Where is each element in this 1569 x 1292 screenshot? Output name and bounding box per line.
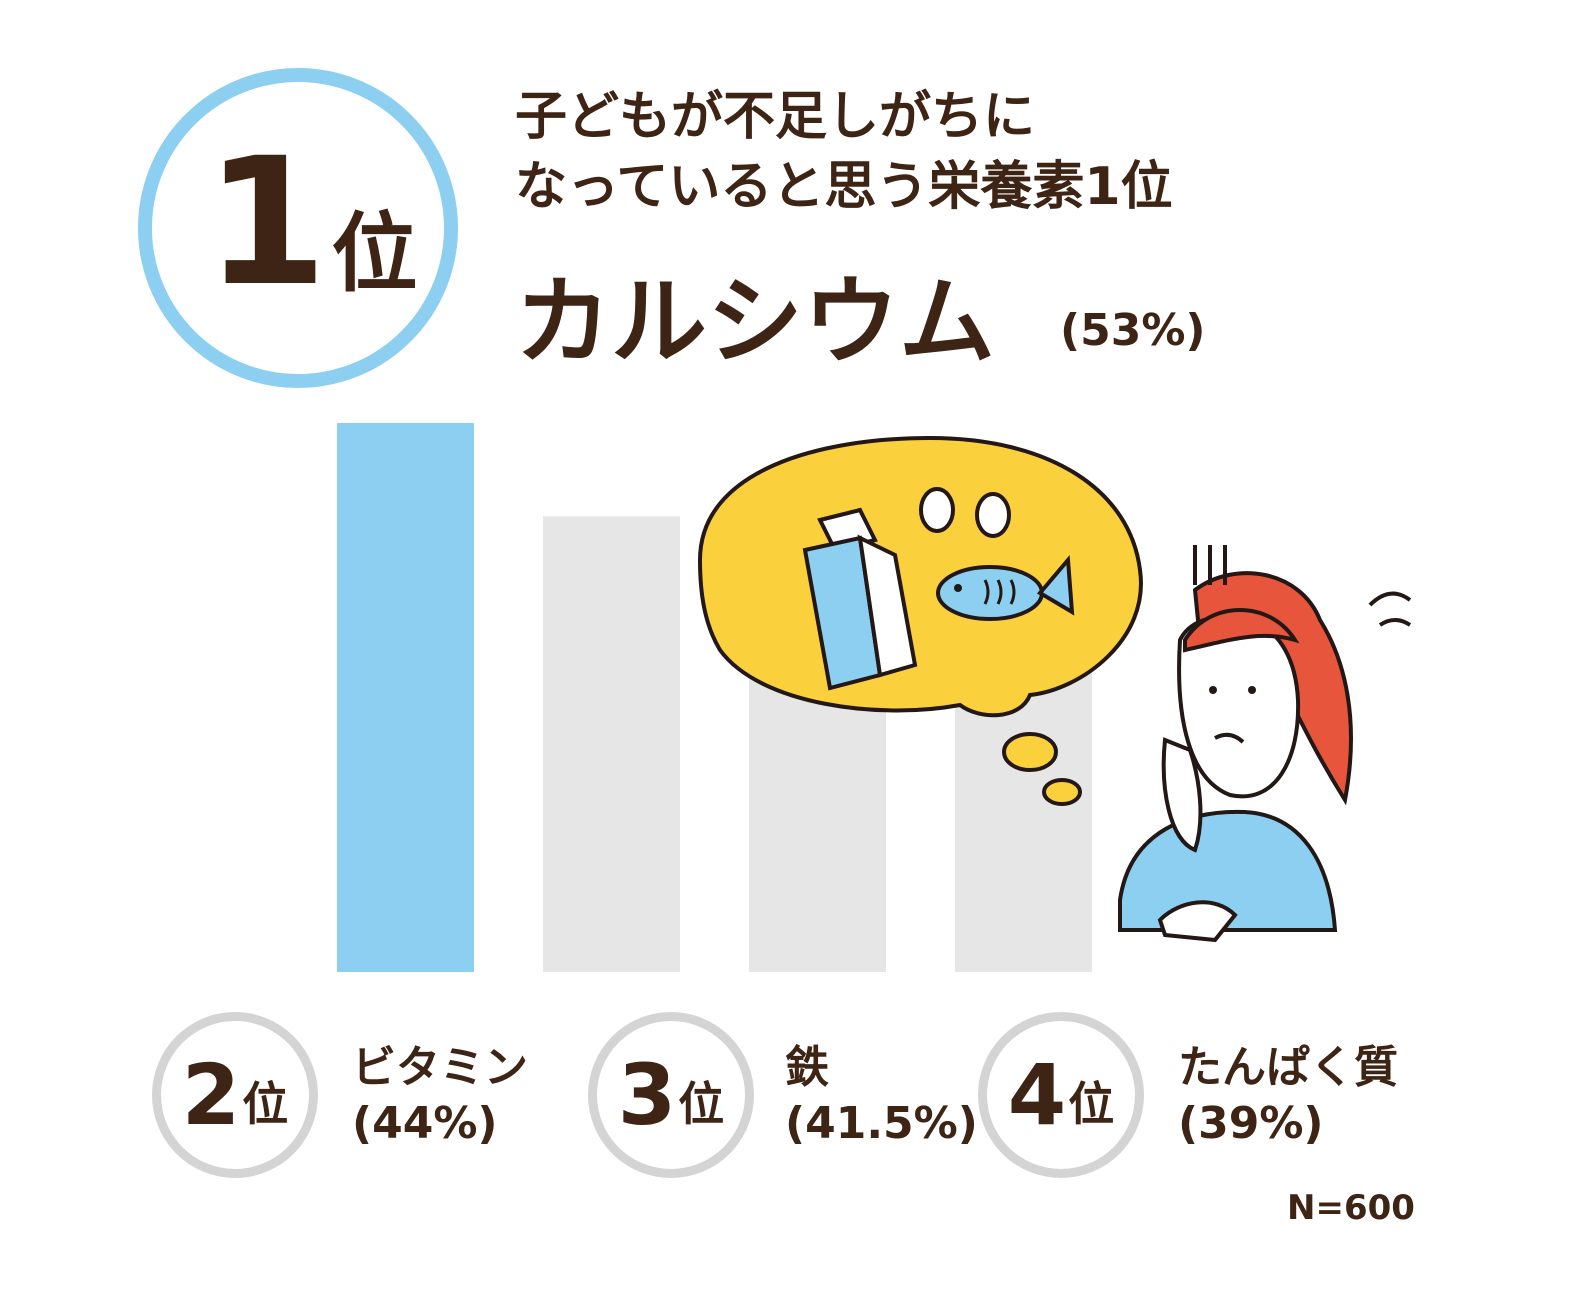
rank1-suffix: 位 [331, 204, 418, 304]
rank2-value: (44%) [352, 1098, 498, 1149]
rank3-category: 鉄 [785, 1042, 829, 1093]
rank4-number: 4 [1007, 1046, 1067, 1144]
rank3-suffix: 位 [678, 1077, 725, 1131]
rank3-value: (41.5%) [785, 1098, 978, 1149]
rank2-label: ビタミン (44%) [352, 1040, 528, 1152]
title-line-1: 子どもが不足しがちに [515, 87, 1036, 147]
rank4-suffix: 位 [1068, 1077, 1115, 1131]
rank2-circle: 2 位 [152, 1012, 318, 1178]
rank4-label: たんぱく質 (39%) [1178, 1040, 1398, 1152]
title-line-2: なっていると思う栄養素1位 [515, 157, 1173, 217]
thought-bubble-icon [697, 435, 1143, 806]
chart-title: 子どもが不足しがちに なっていると思う栄養素1位 [515, 82, 1415, 222]
rank1-category-label: カルシウム [515, 266, 995, 378]
bar-1 [337, 423, 474, 972]
eggs-icon [919, 487, 1011, 538]
rank4-value: (39%) [1178, 1098, 1324, 1149]
bars-group [337, 423, 1092, 972]
sample-size-note: N=600 [1287, 1188, 1415, 1228]
fish-icon [936, 554, 1075, 621]
rank2-category: ビタミン [352, 1042, 528, 1093]
milk-carton-icon [802, 507, 918, 691]
rank4-category: たんぱく質 [1178, 1042, 1398, 1093]
rank2-number: 2 [181, 1046, 241, 1144]
rank2-suffix: 位 [242, 1077, 289, 1131]
bar-2 [543, 516, 680, 972]
rank1-number: 1 [205, 120, 328, 325]
rank1-value-label: (53%) [1060, 305, 1206, 356]
rank1-badge: 1 位 [205, 135, 425, 335]
rank3-number: 3 [617, 1046, 677, 1144]
rank3-label: 鉄 (41.5%) [785, 1040, 978, 1152]
rank4-circle: 4 位 [978, 1012, 1144, 1178]
worried-woman-icon [1118, 545, 1412, 943]
rank3-circle: 3 位 [588, 1012, 754, 1178]
